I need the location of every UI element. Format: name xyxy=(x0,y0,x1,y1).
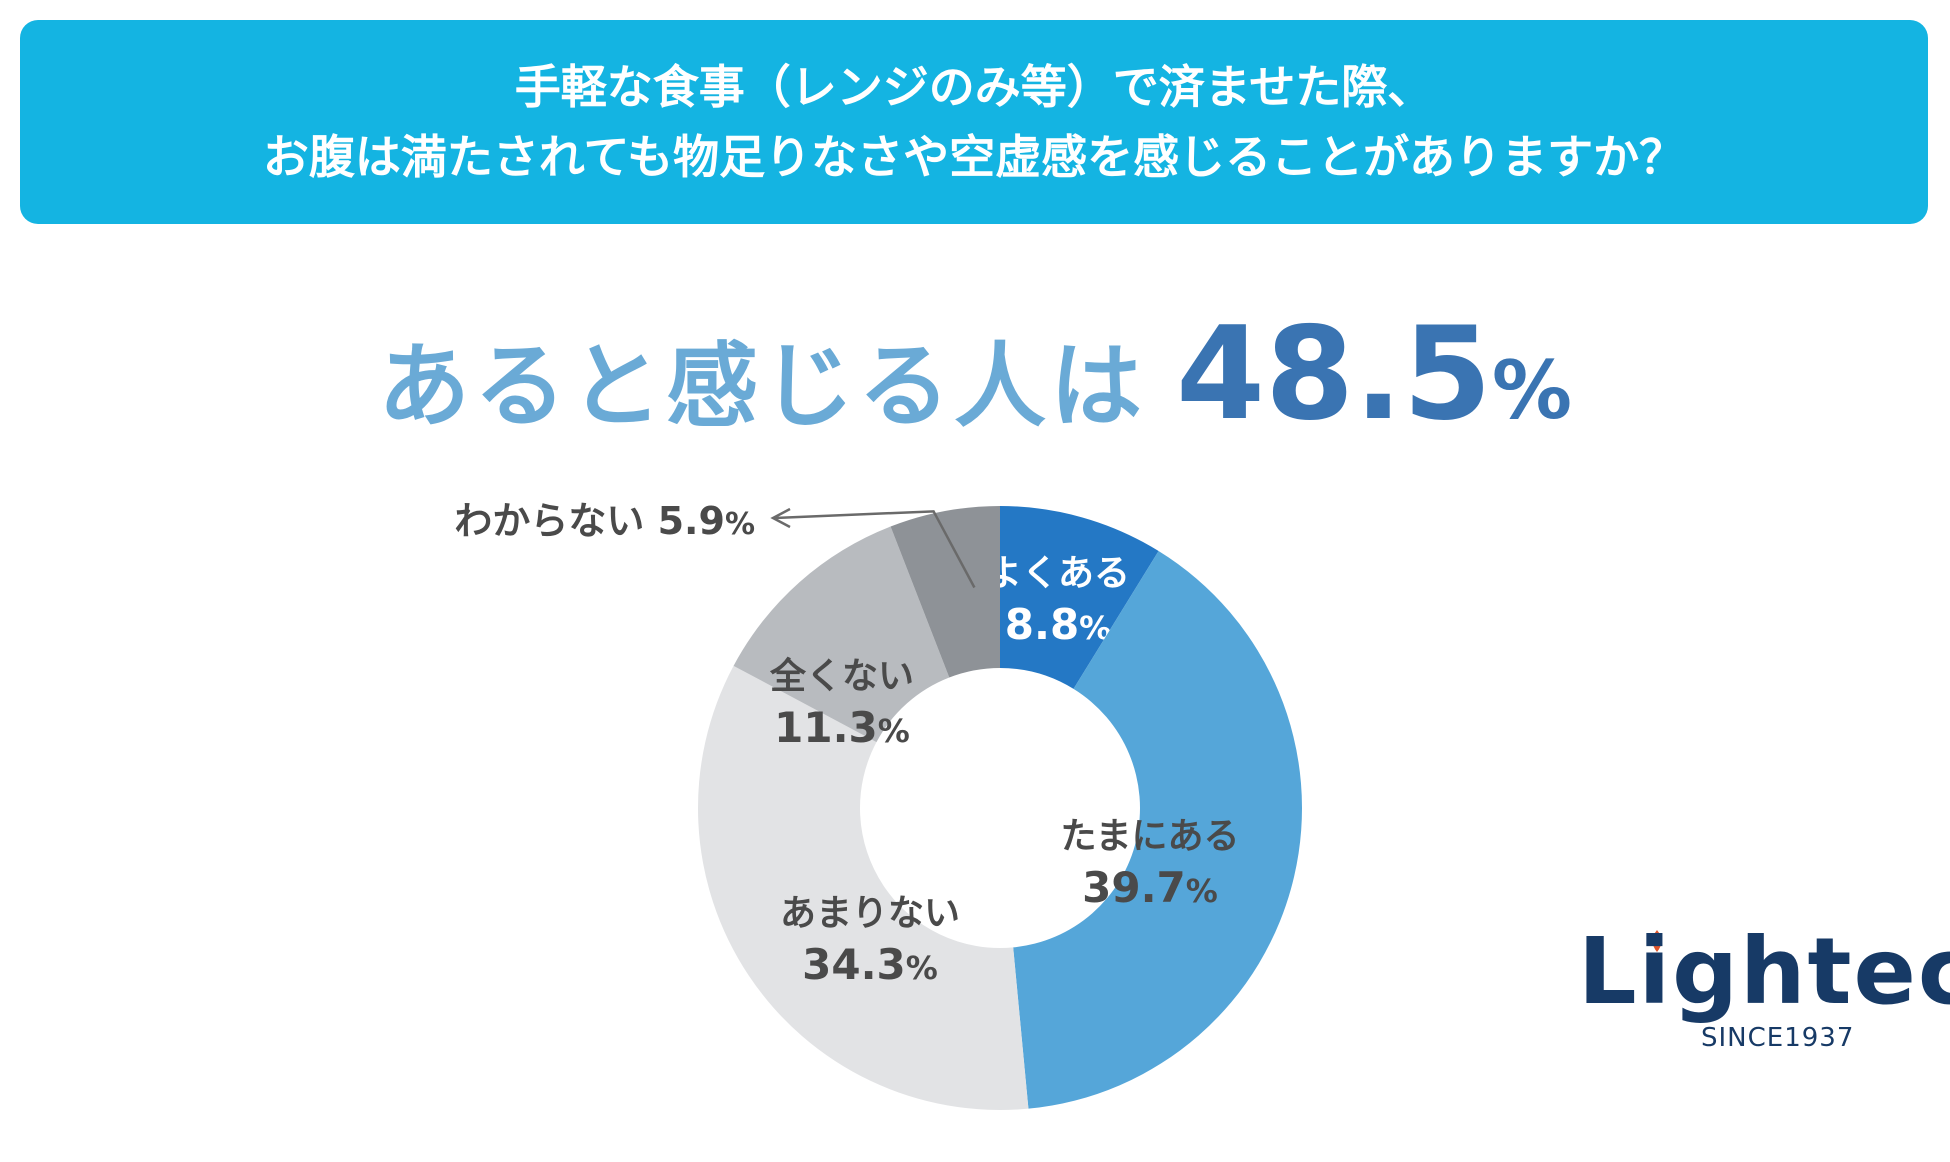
donut-slice-0 xyxy=(1000,506,1159,689)
headline: あると感じる人は 48.5 % xyxy=(0,300,1950,449)
question-banner: 手軽な食事（レンジのみ等）で済ませた際、 お腹は満たされても物足りなさや空虚感を… xyxy=(20,20,1928,224)
callout-arrow-line xyxy=(774,510,976,589)
headline-lead: あると感じる人は xyxy=(378,333,1147,440)
slice-label-3: 全くない xyxy=(769,655,914,697)
donut-slice-4 xyxy=(890,506,1000,678)
question-title-line1: 手軽な食事（レンジのみ等）で済ませた際、 xyxy=(514,60,1434,114)
donut-slice-2 xyxy=(698,665,1029,1110)
question-title-line2: お腹は満たされても物足りなさや空虚感を感じることがありますか？ xyxy=(262,130,1686,184)
brand-logo-name: Lightec xyxy=(1578,918,1950,1025)
slice-label-2: あまりない xyxy=(780,893,960,934)
slice-value-1: 39.7% xyxy=(1082,863,1218,912)
brand-logo-since: SINCE1937 xyxy=(1701,1023,1855,1053)
slice-label-1: たまにある xyxy=(1061,816,1240,857)
donut-slice-1 xyxy=(1013,550,1302,1109)
headline-value: 48.5 xyxy=(1176,300,1492,449)
slice-value-0: 8.8% xyxy=(1005,600,1111,649)
slice-label-4: わからない 5.9% xyxy=(454,499,755,543)
logo-flame-icon xyxy=(1652,930,1662,952)
brand-logo: Lightec SINCE1937 xyxy=(1578,918,1950,1058)
slice-label-0: よくある xyxy=(986,553,1130,594)
donut-slice-3 xyxy=(733,526,950,743)
slice-value-2: 34.3% xyxy=(802,940,938,989)
slice-value-3: 11.3% xyxy=(774,703,910,752)
headline-unit: % xyxy=(1491,344,1572,437)
callout-arrow-head xyxy=(770,507,791,529)
